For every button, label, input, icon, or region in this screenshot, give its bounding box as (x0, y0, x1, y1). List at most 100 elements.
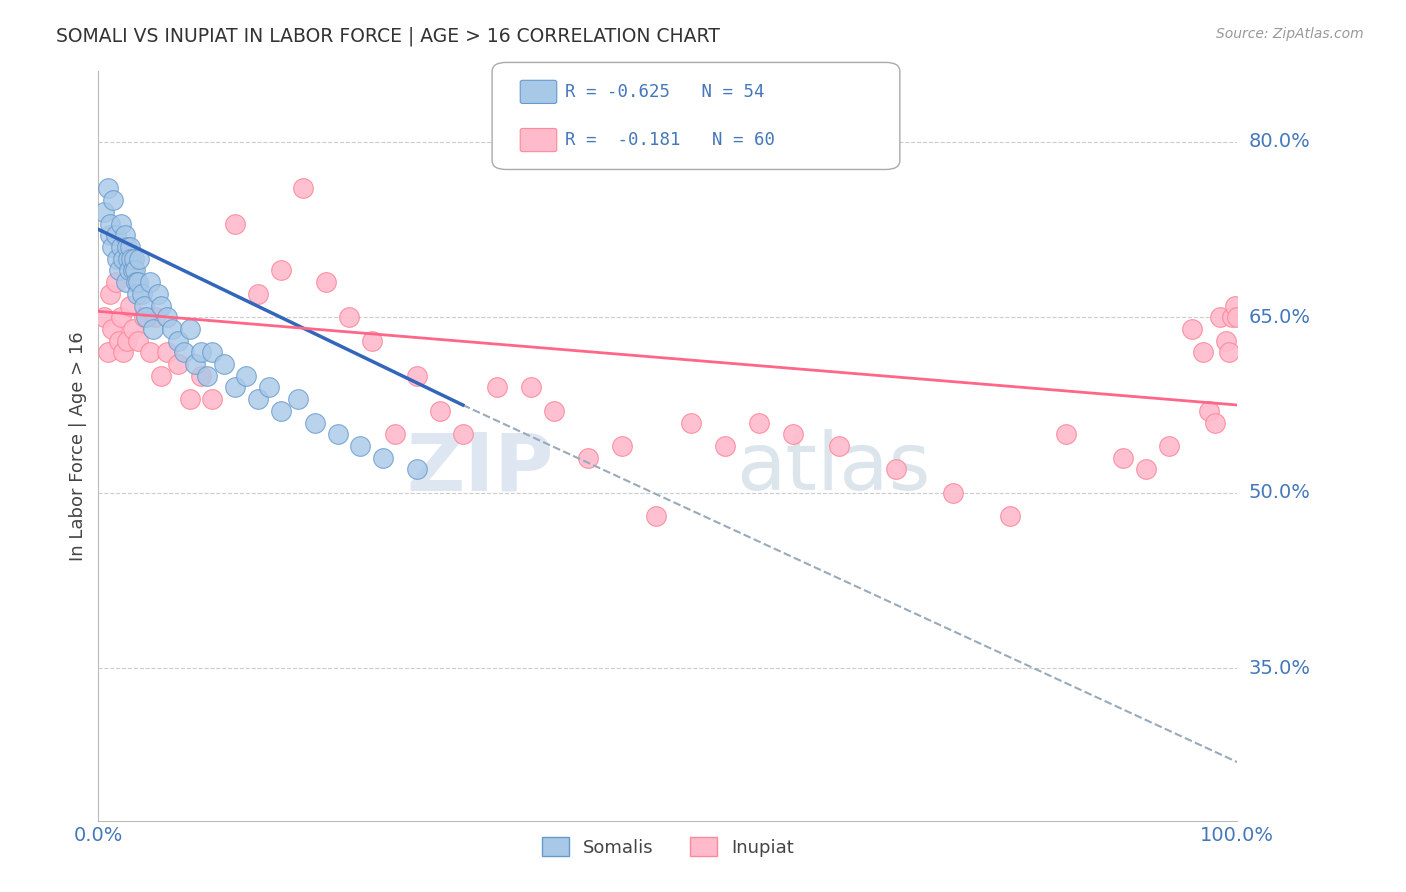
Text: R = -0.625   N = 54: R = -0.625 N = 54 (565, 83, 765, 101)
Point (162, 322, 184, 336)
Point (486, 380, 509, 394)
Point (645, 509, 668, 524)
Point (146, 286, 169, 301)
Text: 50.0%: 50.0% (1249, 483, 1310, 502)
Point (246, 392, 269, 407)
Point (326, 427, 349, 442)
Point (190, 368, 212, 383)
Point (406, 462, 429, 476)
Point (93, 205, 115, 219)
Point (679, 416, 702, 430)
Point (942, 485, 965, 500)
Point (315, 275, 337, 289)
Point (235, 368, 257, 383)
Y-axis label: In Labor Force | Age > 16: In Labor Force | Age > 16 (69, 331, 87, 561)
Point (128, 252, 150, 266)
Text: atlas: atlas (737, 429, 931, 508)
Point (96, 181, 118, 195)
Point (543, 404, 565, 418)
Point (120, 240, 142, 254)
Point (1135, 462, 1157, 476)
Point (270, 263, 292, 277)
Point (118, 263, 141, 277)
Point (224, 380, 246, 394)
Text: Source: ZipAtlas.com: Source: ZipAtlas.com (1216, 27, 1364, 41)
Point (304, 416, 326, 430)
Point (138, 345, 160, 359)
Point (1054, 427, 1078, 442)
Point (1218, 345, 1240, 359)
Point (884, 462, 907, 476)
Point (127, 286, 149, 301)
Point (167, 357, 190, 371)
Point (98, 286, 121, 301)
Point (612, 439, 634, 453)
Point (406, 368, 429, 383)
Point (98, 217, 121, 231)
Point (224, 217, 246, 231)
Point (110, 240, 132, 254)
Point (122, 252, 145, 266)
Point (120, 252, 142, 266)
Text: 65.0%: 65.0% (1249, 308, 1310, 326)
Point (1204, 416, 1226, 430)
Point (201, 345, 224, 359)
Point (121, 263, 143, 277)
Point (132, 310, 155, 325)
Point (1157, 439, 1180, 453)
Text: 35.0%: 35.0% (1249, 659, 1310, 678)
Point (131, 286, 153, 301)
Point (150, 368, 173, 383)
Point (108, 263, 131, 277)
Point (115, 334, 138, 348)
Point (101, 322, 124, 336)
Point (108, 334, 131, 348)
Point (828, 439, 851, 453)
Point (110, 310, 132, 325)
Point (115, 240, 138, 254)
Point (121, 322, 143, 336)
Point (1198, 404, 1220, 418)
Point (1220, 310, 1243, 325)
Point (114, 228, 136, 243)
Point (337, 310, 360, 325)
Point (150, 298, 173, 313)
Point (156, 310, 179, 325)
Point (101, 240, 124, 254)
Text: R =  -0.181   N = 60: R = -0.181 N = 60 (565, 131, 775, 149)
Point (714, 439, 737, 453)
Point (179, 392, 201, 407)
Point (104, 275, 127, 289)
Point (259, 380, 281, 394)
Text: SOMALI VS INUPIAT IN LABOR FORCE | AGE > 16 CORRELATION CHART: SOMALI VS INUPIAT IN LABOR FORCE | AGE >… (56, 27, 720, 46)
Point (195, 368, 218, 383)
Point (103, 193, 125, 207)
Point (246, 286, 269, 301)
Point (127, 275, 149, 289)
Point (1112, 450, 1135, 465)
Point (105, 252, 128, 266)
Point (270, 404, 292, 418)
Point (576, 450, 599, 465)
Point (167, 334, 190, 348)
Point (127, 334, 149, 348)
Point (145, 310, 167, 325)
Point (1209, 310, 1232, 325)
Point (132, 298, 155, 313)
Point (156, 345, 179, 359)
Text: ZIP: ZIP (406, 429, 554, 508)
Point (292, 181, 315, 195)
Point (135, 310, 157, 325)
Point (287, 392, 309, 407)
Point (142, 322, 165, 336)
Point (120, 298, 142, 313)
Point (520, 380, 543, 394)
Text: 80.0%: 80.0% (1249, 132, 1310, 151)
Point (125, 275, 148, 289)
Point (179, 322, 201, 336)
Point (1226, 310, 1249, 325)
Point (748, 416, 770, 430)
Point (451, 427, 474, 442)
Point (184, 357, 207, 371)
Point (112, 252, 135, 266)
